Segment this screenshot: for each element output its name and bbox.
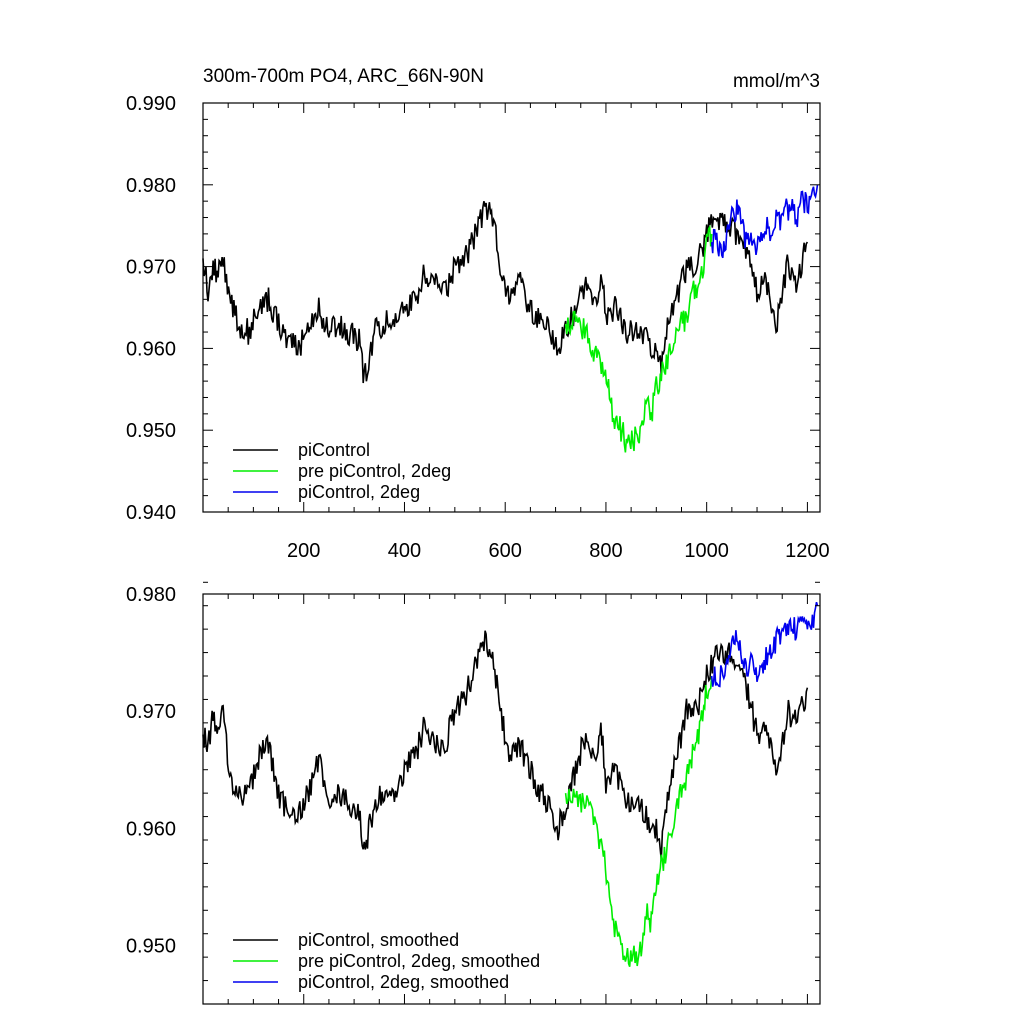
plot-frame [202,593,821,1005]
y-tick-label: 0.960 [126,338,176,360]
legend-label: piControl [298,440,370,460]
series-line-1 [202,201,809,384]
x-tick-label: 400 [388,540,421,562]
x-tick-label: 600 [489,540,522,562]
units-label: mmol/m^3 [733,71,820,92]
legend-label: piControl, 2deg [298,482,420,502]
y-tick-label: 0.970 [126,701,176,723]
x-tick-label: 1200 [785,540,830,562]
series-line-2 [564,224,713,453]
x-tick-label: 800 [589,540,622,562]
top-panel: 200 400 600 800 1000 1200 0.940 0.950 0.960 0.970… [126,93,830,562]
series-line-3 [710,601,819,688]
y-tick-label: 0.970 [126,257,176,279]
y-tick-label: 0.950 [126,935,176,957]
series-line-1 [202,630,809,860]
series-line-2 [564,675,713,967]
legend-label: pre piControl, 2deg [298,461,451,481]
x-tick-label: 1000 [684,540,729,562]
legend-label: piControl, smoothed [298,930,459,950]
series-line-3 [710,184,819,259]
plot-frame [202,102,821,513]
chart-title: 300m-700m PO4, ARC_66N-90N [203,66,484,87]
legend-label: piControl, 2deg, smoothed [298,972,509,992]
y-tick-label: 0.980 [126,175,176,197]
y-tick-label: 0.980 [126,584,176,606]
y-tick-label: 0.950 [126,420,176,442]
y-tick-label: 0.990 [126,93,176,115]
legend-label: pre piControl, 2deg, smoothed [298,951,540,971]
y-tick-label: 0.960 [126,818,176,840]
x-tick-label: 200 [287,540,320,562]
y-tick-label: 0.940 [126,502,176,524]
